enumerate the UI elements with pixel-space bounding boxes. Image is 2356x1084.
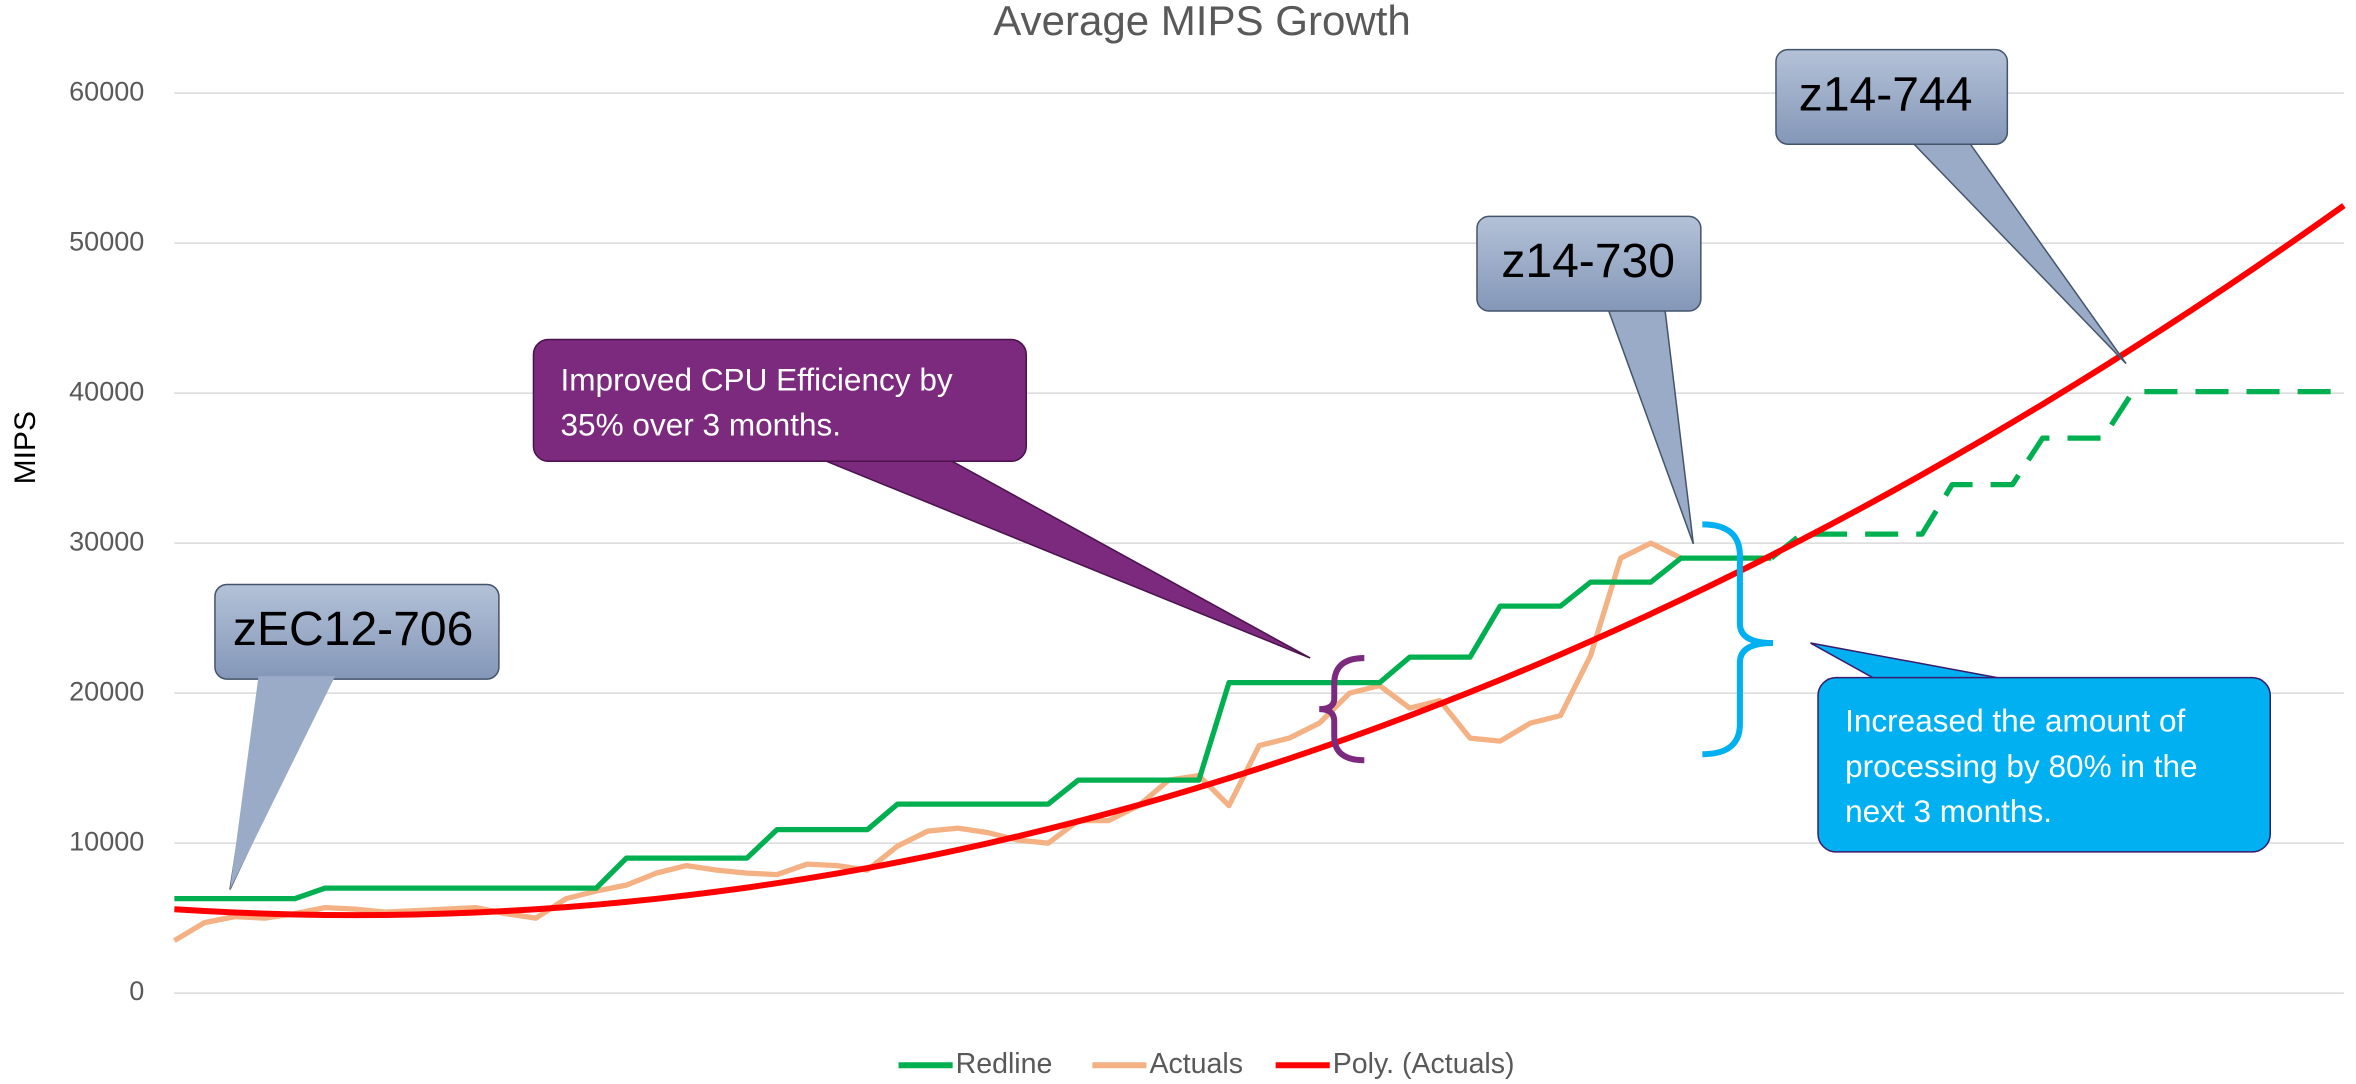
series-line xyxy=(174,203,2346,919)
chart-title: Average MIPS Growth xyxy=(993,0,1411,44)
callout-pointer xyxy=(1606,307,1695,545)
callout-text: Increased the amount of xyxy=(1845,703,2185,739)
brace xyxy=(1702,521,1774,758)
y-axis-label: MIPS xyxy=(9,411,42,484)
callout-box xyxy=(1775,48,2009,145)
callout-text: zEC12-706 xyxy=(233,602,473,656)
callout-text: z14-744 xyxy=(1799,67,1973,121)
callout-text: z14-730 xyxy=(1501,234,1675,288)
legend-label: Poly. (Actuals) xyxy=(1333,1048,1515,1080)
callout-box xyxy=(1476,215,1702,312)
callout-text: 35% over 3 months. xyxy=(561,407,842,443)
y-tick-label: 10000 xyxy=(69,826,144,856)
callout-pointer xyxy=(1810,642,2014,682)
grid: 0 10000 20000 30000 40000 50000 60000 xyxy=(69,76,2344,1006)
legend-label: Actuals xyxy=(1149,1048,1243,1080)
series-line xyxy=(1769,389,2344,561)
brace xyxy=(1319,655,1365,764)
y-tick-label: 30000 xyxy=(69,526,144,556)
y-tick-label: 50000 xyxy=(69,226,144,256)
y-tick-label: 20000 xyxy=(69,676,144,706)
legend: Redline Actuals Poly. (Actuals) xyxy=(898,1048,1515,1080)
series xyxy=(173,203,2346,943)
series-line xyxy=(174,555,1772,902)
callout-box xyxy=(532,338,1028,462)
callout-join xyxy=(1870,680,2021,686)
callout-box xyxy=(1817,676,2272,853)
callout-pointer xyxy=(1909,140,2127,365)
legend-label: Redline xyxy=(956,1048,1053,1080)
callout-pointer-fill xyxy=(229,676,336,890)
callout-box xyxy=(214,583,500,680)
y-tick-label: 40000 xyxy=(69,376,144,406)
annotations: zEC12-706 z14-730 z14-744 Improved CPU E… xyxy=(214,48,2272,890)
series-line xyxy=(173,540,1683,943)
y-tick-label: 0 xyxy=(129,976,144,1006)
callout-text: Improved CPU Efficiency by xyxy=(561,362,953,398)
callout-pointer xyxy=(818,457,1311,659)
callout-text: processing by 80% in the xyxy=(1845,748,2197,784)
y-tick-label: 60000 xyxy=(69,76,144,106)
callout-text: next 3 months. xyxy=(1845,793,2052,829)
